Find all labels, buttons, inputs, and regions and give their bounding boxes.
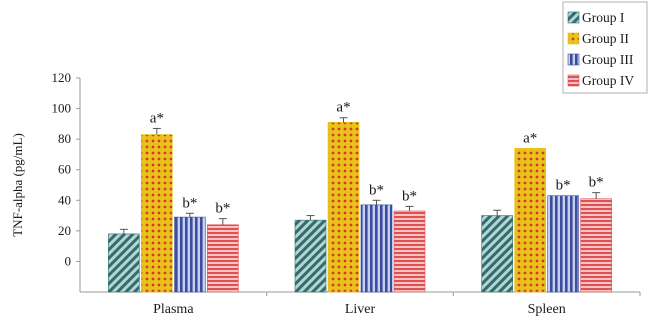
- bar-group-ii-spleen: [514, 148, 546, 293]
- y-axis-title: TNF-alpha (pg/mL): [10, 133, 25, 237]
- x-category-label: Spleen: [528, 302, 566, 317]
- legend-label: Group I: [582, 10, 625, 25]
- legend-swatch-4: [567, 74, 580, 87]
- bar-group-iv-spleen: [580, 198, 612, 293]
- y-tick-label: 80: [58, 131, 71, 146]
- legend-label: Group IV: [582, 73, 634, 88]
- significance-label: b*: [556, 178, 571, 194]
- legend-swatch-2: [567, 32, 580, 45]
- bar-group-iv-plasma: [207, 224, 239, 293]
- y-tick-label: 0: [65, 253, 72, 268]
- significance-label: a*: [523, 130, 537, 146]
- y-tick-label: 100: [52, 101, 72, 116]
- legend-label: Group II: [582, 31, 629, 46]
- x-category-label: Plasma: [153, 302, 194, 317]
- y-tick-label: 120: [52, 70, 72, 85]
- x-category-label: Liver: [345, 302, 376, 317]
- significance-label: b*: [589, 175, 604, 191]
- bar-group-iii-liver: [360, 204, 393, 293]
- y-tick-label: 40: [58, 192, 71, 207]
- significance-label: b*: [402, 188, 417, 204]
- significance-label: a*: [336, 100, 350, 116]
- bar-group-ii-liver: [327, 122, 360, 293]
- legend-swatch-1: [567, 11, 580, 24]
- significance-label: b*: [182, 195, 197, 211]
- legend-swatch-3: [567, 53, 580, 66]
- significance-label: b*: [215, 201, 230, 217]
- significance-label: b*: [369, 182, 384, 198]
- y-tick-label: 60: [58, 162, 71, 177]
- significance-label: a*: [150, 110, 164, 126]
- y-tick-label: 20: [58, 223, 71, 238]
- bar-group-ii-plasma: [141, 134, 173, 293]
- legend-label: Group III: [582, 52, 634, 67]
- legend: Group I Group II Group III Group IV: [562, 1, 648, 94]
- bar-group-i-liver: [294, 219, 327, 293]
- bar-group-iii-spleen: [547, 195, 579, 293]
- bar-group-iv-liver: [393, 210, 426, 293]
- bar-group-i-spleen: [481, 215, 513, 293]
- bar-group-i-plasma: [108, 233, 140, 293]
- bar-group-iii-plasma: [174, 216, 206, 293]
